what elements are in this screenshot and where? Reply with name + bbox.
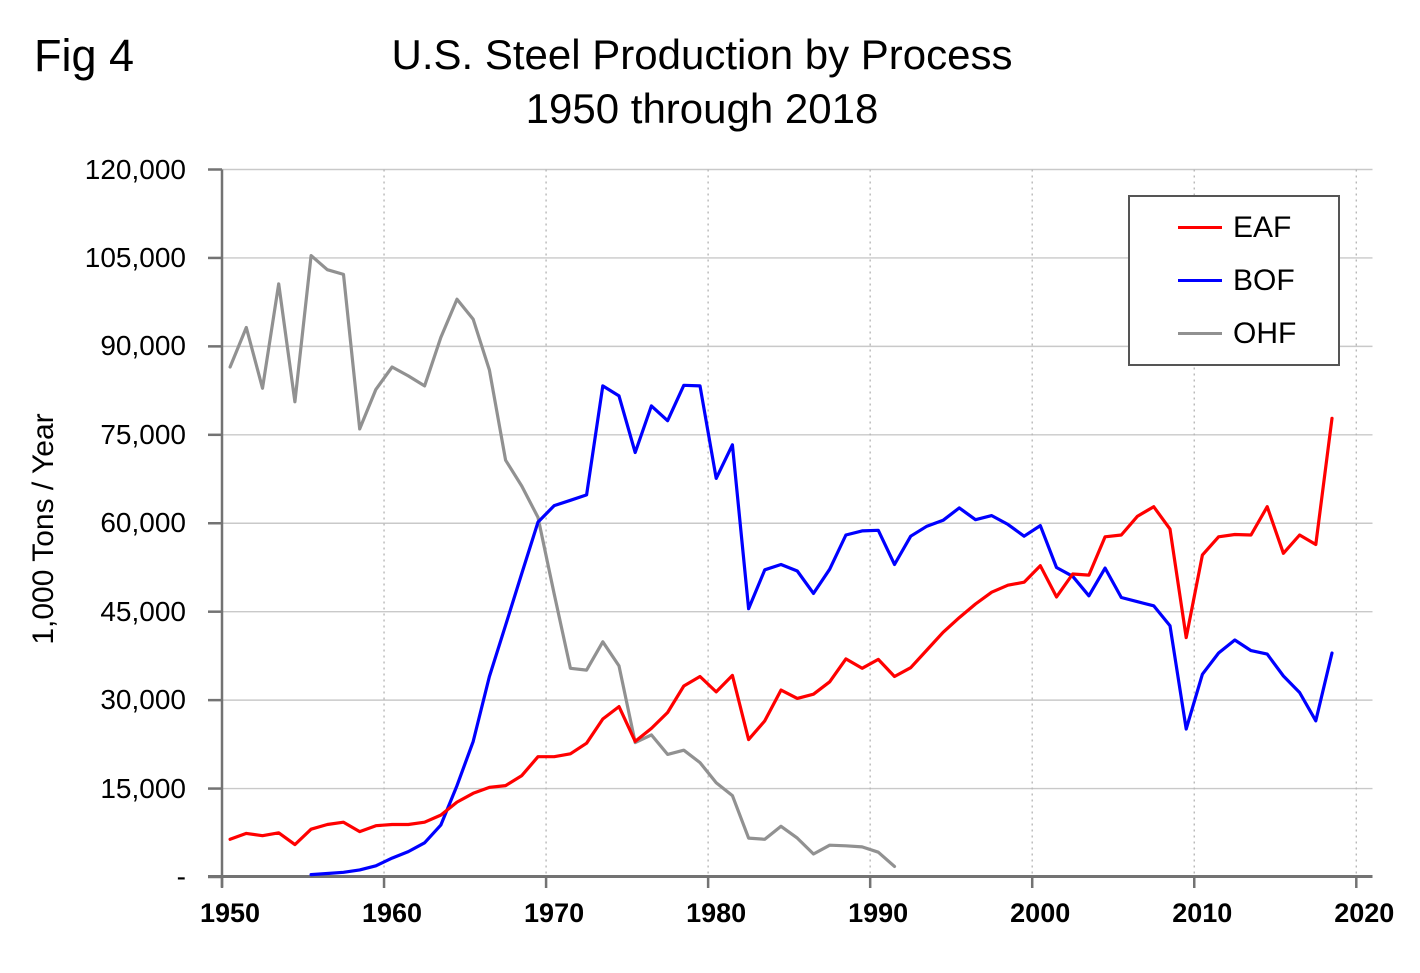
x-tick-label: 1960 xyxy=(361,898,423,928)
legend-label: EAF xyxy=(1233,210,1292,244)
x-tick-label: 2010 xyxy=(1172,898,1233,928)
legend-item-ohf: OHF xyxy=(1130,316,1338,350)
y-tick-label: 90,000 xyxy=(100,330,186,362)
x-tick-label: 1970 xyxy=(524,898,585,928)
legend-label: OHF xyxy=(1233,316,1297,350)
y-tick-label: - xyxy=(176,861,186,892)
x-tick-label: 1990 xyxy=(848,898,909,928)
legend: EAF BOF OHF xyxy=(1128,195,1340,366)
legend-swatch-eaf xyxy=(1178,226,1222,229)
chart-title: U.S. Steel Production by Process xyxy=(391,31,1013,78)
ohf-series-line xyxy=(228,254,897,869)
x-tick-label: 1980 xyxy=(686,898,747,928)
legend-item-eaf: EAF xyxy=(1130,210,1338,244)
y-tick-label: 120,000 xyxy=(84,153,186,185)
y-tick-label: 75,000 xyxy=(100,418,186,450)
y-tick-label: 15,000 xyxy=(100,772,186,804)
chart-title-block: U.S. Steel Production by Process 1950 th… xyxy=(272,28,1132,136)
legend-swatch-ohf xyxy=(1178,332,1222,335)
x-tick-label: 2020 xyxy=(1334,898,1395,928)
chart-subtitle: 1950 through 2018 xyxy=(525,85,879,132)
y-tick-label: 105,000 xyxy=(84,241,186,273)
y-tick-label: 45,000 xyxy=(100,595,186,627)
x-tick-label: 2000 xyxy=(1010,898,1071,928)
figure-number-label: Fig 4 xyxy=(34,30,135,81)
eaf-series-line xyxy=(228,416,1334,847)
x-tick-label: 1950 xyxy=(199,898,261,928)
bof-series-line xyxy=(309,383,1334,877)
y-tick-label: 60,000 xyxy=(100,507,186,539)
y-tick-label: 30,000 xyxy=(100,684,186,716)
legend-label: BOF xyxy=(1233,263,1295,297)
legend-swatch-bof xyxy=(1178,279,1222,282)
legend-item-bof: BOF xyxy=(1130,263,1338,297)
